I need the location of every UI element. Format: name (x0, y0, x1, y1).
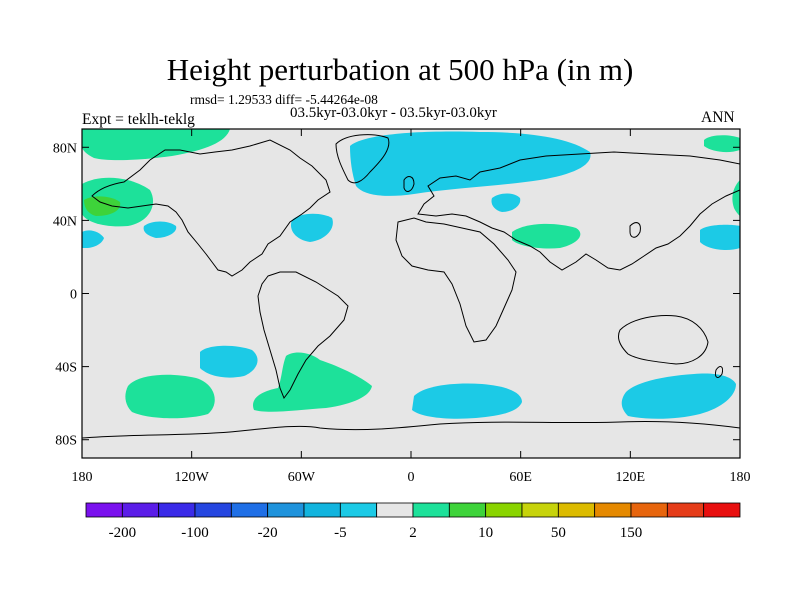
colorbar-swatch (703, 502, 741, 518)
season-label: ANN (701, 109, 735, 126)
negative-anomaly-europe (491, 193, 521, 212)
positive-anomaly-north-atlantic-east (732, 180, 740, 216)
coastline-new-zealand (715, 366, 723, 378)
negative-anomaly-pacific-east (143, 221, 177, 238)
colorbar-swatch (158, 502, 196, 518)
coastlines (82, 134, 740, 439)
lat-tick-label: 40N (53, 214, 77, 229)
period-line: 03.5kyr-03.0kyr - 03.5kyr-03.0kyr (290, 105, 497, 121)
lat-tick-label: 40S (55, 361, 77, 376)
axis-ticks (81, 129, 741, 458)
colorbar-swatch (85, 502, 123, 518)
coastline-north-america (91, 139, 331, 277)
colorbar-swatch (194, 502, 232, 518)
colorbar-swatch (485, 502, 523, 518)
colorbar-label: -20 (258, 525, 278, 541)
colorbar-swatch (448, 502, 487, 518)
lat-tick-label: 80S (55, 434, 77, 449)
strong-positive-anomaly-north-pacific (84, 196, 121, 216)
lon-tick-label: 0 (408, 470, 415, 485)
stats-line: rmsd= 1.29533 diff= -5.44264e-08 (190, 92, 378, 107)
coastline-australia (617, 315, 709, 365)
colorbar-swatch (230, 502, 269, 518)
colorbar-swatch (376, 502, 414, 518)
colorbar-swatch (666, 502, 705, 518)
lon-tick-label: 60W (288, 470, 316, 485)
lon-tick-label: 60E (509, 470, 532, 485)
negative-anomaly-pacific-west (82, 230, 104, 248)
negative-anomaly-south-pacific (200, 345, 258, 378)
colorbar-label: -100 (181, 525, 209, 541)
colorbar-swatch (594, 502, 632, 518)
colorbar: -200 -100 -20 -5 2 10 50 150 (85, 502, 741, 541)
lon-tick-label: 120W (175, 470, 210, 485)
negative-anomaly-east-asia (700, 224, 740, 250)
positive-anomaly-arctic-north-america (82, 129, 230, 161)
colorbar-label: 10 (478, 525, 493, 541)
coastline-japan (629, 222, 641, 238)
lat-tick-label: 80N (53, 141, 77, 156)
positive-anomaly-central-asia (512, 223, 581, 249)
colorbar-label: -5 (334, 525, 347, 541)
negative-anomaly-south-indian-ocean (412, 383, 522, 419)
coastline-africa-eurasia (395, 151, 740, 343)
positive-anomaly-southwest-atlantic (253, 352, 372, 412)
colorbar-label: -200 (109, 525, 137, 541)
colorbar-swatch (303, 502, 341, 518)
lon-tick-label: 180 (72, 470, 93, 485)
lon-tick-label: 120E (616, 470, 646, 485)
colorbar-swatch (339, 502, 378, 518)
positive-anomaly-south-pacific (125, 374, 215, 419)
experiment-label: Expt = teklh-teklg (82, 111, 195, 128)
colorbar-swatch (267, 502, 305, 518)
colorbar-swatch (412, 502, 450, 518)
colorbar-label: 50 (551, 525, 566, 541)
colorbar-swatch (557, 502, 596, 518)
colorbar-swatch (630, 502, 668, 518)
plot-title: Height perturbation at 500 hPa (in m) (166, 52, 634, 87)
colorbar-label: 150 (620, 525, 643, 541)
axis-labels: 80N 40N 0 40S 80S 180 120W 60W 0 60E 120E 180 (53, 141, 751, 485)
lon-tick-label: 180 (730, 470, 751, 485)
coastline-antarctica (82, 420, 740, 439)
coastline-south-america (257, 271, 349, 400)
negative-anomaly-north-atlantic-europe (350, 131, 591, 196)
positive-anomaly-arctic-east (704, 135, 740, 153)
coastline-greenland (335, 134, 390, 184)
colorbar-swatch (521, 502, 559, 518)
lat-tick-label: 0 (70, 288, 77, 303)
colorbar-swatch (121, 502, 160, 518)
colorbar-label: 2 (409, 525, 417, 541)
anomaly-fills (82, 129, 740, 419)
negative-anomaly-north-atlantic (290, 213, 333, 242)
negative-anomaly-australia-south (621, 373, 736, 419)
coastline-british-isles (403, 176, 415, 192)
